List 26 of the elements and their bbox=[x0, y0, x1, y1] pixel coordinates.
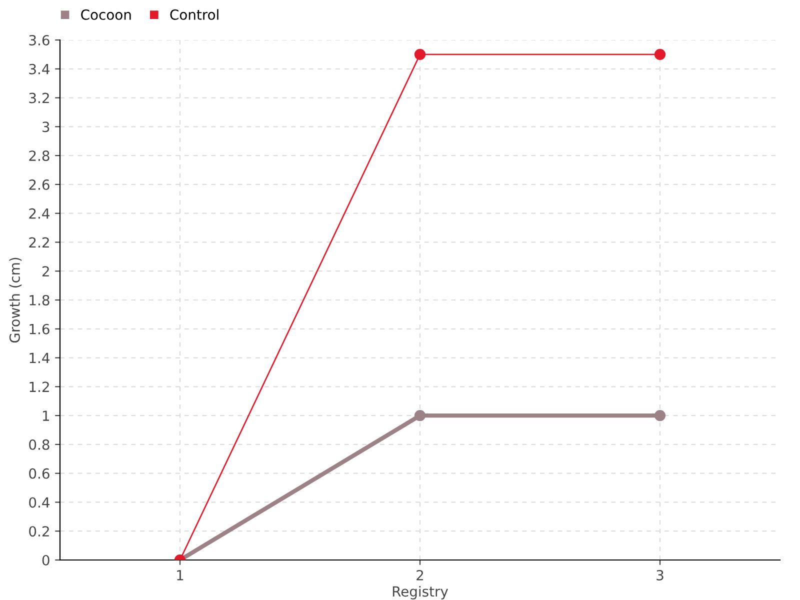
legend-label: Control bbox=[170, 9, 218, 20]
y-tick-label: 2.6 bbox=[29, 179, 50, 190]
y-tick-label: 3.6 bbox=[29, 34, 50, 46]
y-tick-label: 3.4 bbox=[29, 64, 50, 74]
y-tick-label: 0.6 bbox=[29, 468, 50, 479]
y-tick-label: 1.8 bbox=[30, 294, 50, 306]
y-tick-label: 0.8 bbox=[29, 439, 50, 450]
y-tick-label: 1 bbox=[42, 410, 49, 421]
y-tick-label: 2.8 bbox=[29, 150, 50, 162]
y-tick-label: 3 bbox=[42, 122, 50, 132]
legend-label: Cocoon bbox=[81, 9, 131, 20]
y-tick-label: 0 bbox=[42, 554, 50, 566]
y-axis-title: Growth (cm) bbox=[9, 258, 22, 343]
x-tick-label: 3 bbox=[656, 570, 664, 580]
x-tick-label: 2 bbox=[416, 570, 424, 580]
x-axis-title: Registry bbox=[392, 586, 448, 600]
y-tick-label: 1.6 bbox=[30, 324, 50, 334]
y-tick-label: 0.2 bbox=[29, 526, 49, 537]
y-tick-label: 1.2 bbox=[30, 382, 49, 392]
y-tick-label: 3.2 bbox=[29, 92, 49, 104]
y-tick-label: 2.2 bbox=[29, 237, 49, 248]
y-tick-label: 0.4 bbox=[29, 497, 50, 508]
y-tick-label: 2 bbox=[42, 266, 49, 276]
y-tick-label: 1.4 bbox=[30, 352, 50, 364]
x-tick-label: 1 bbox=[177, 570, 184, 580]
y-tick-label: 2.4 bbox=[29, 208, 50, 219]
